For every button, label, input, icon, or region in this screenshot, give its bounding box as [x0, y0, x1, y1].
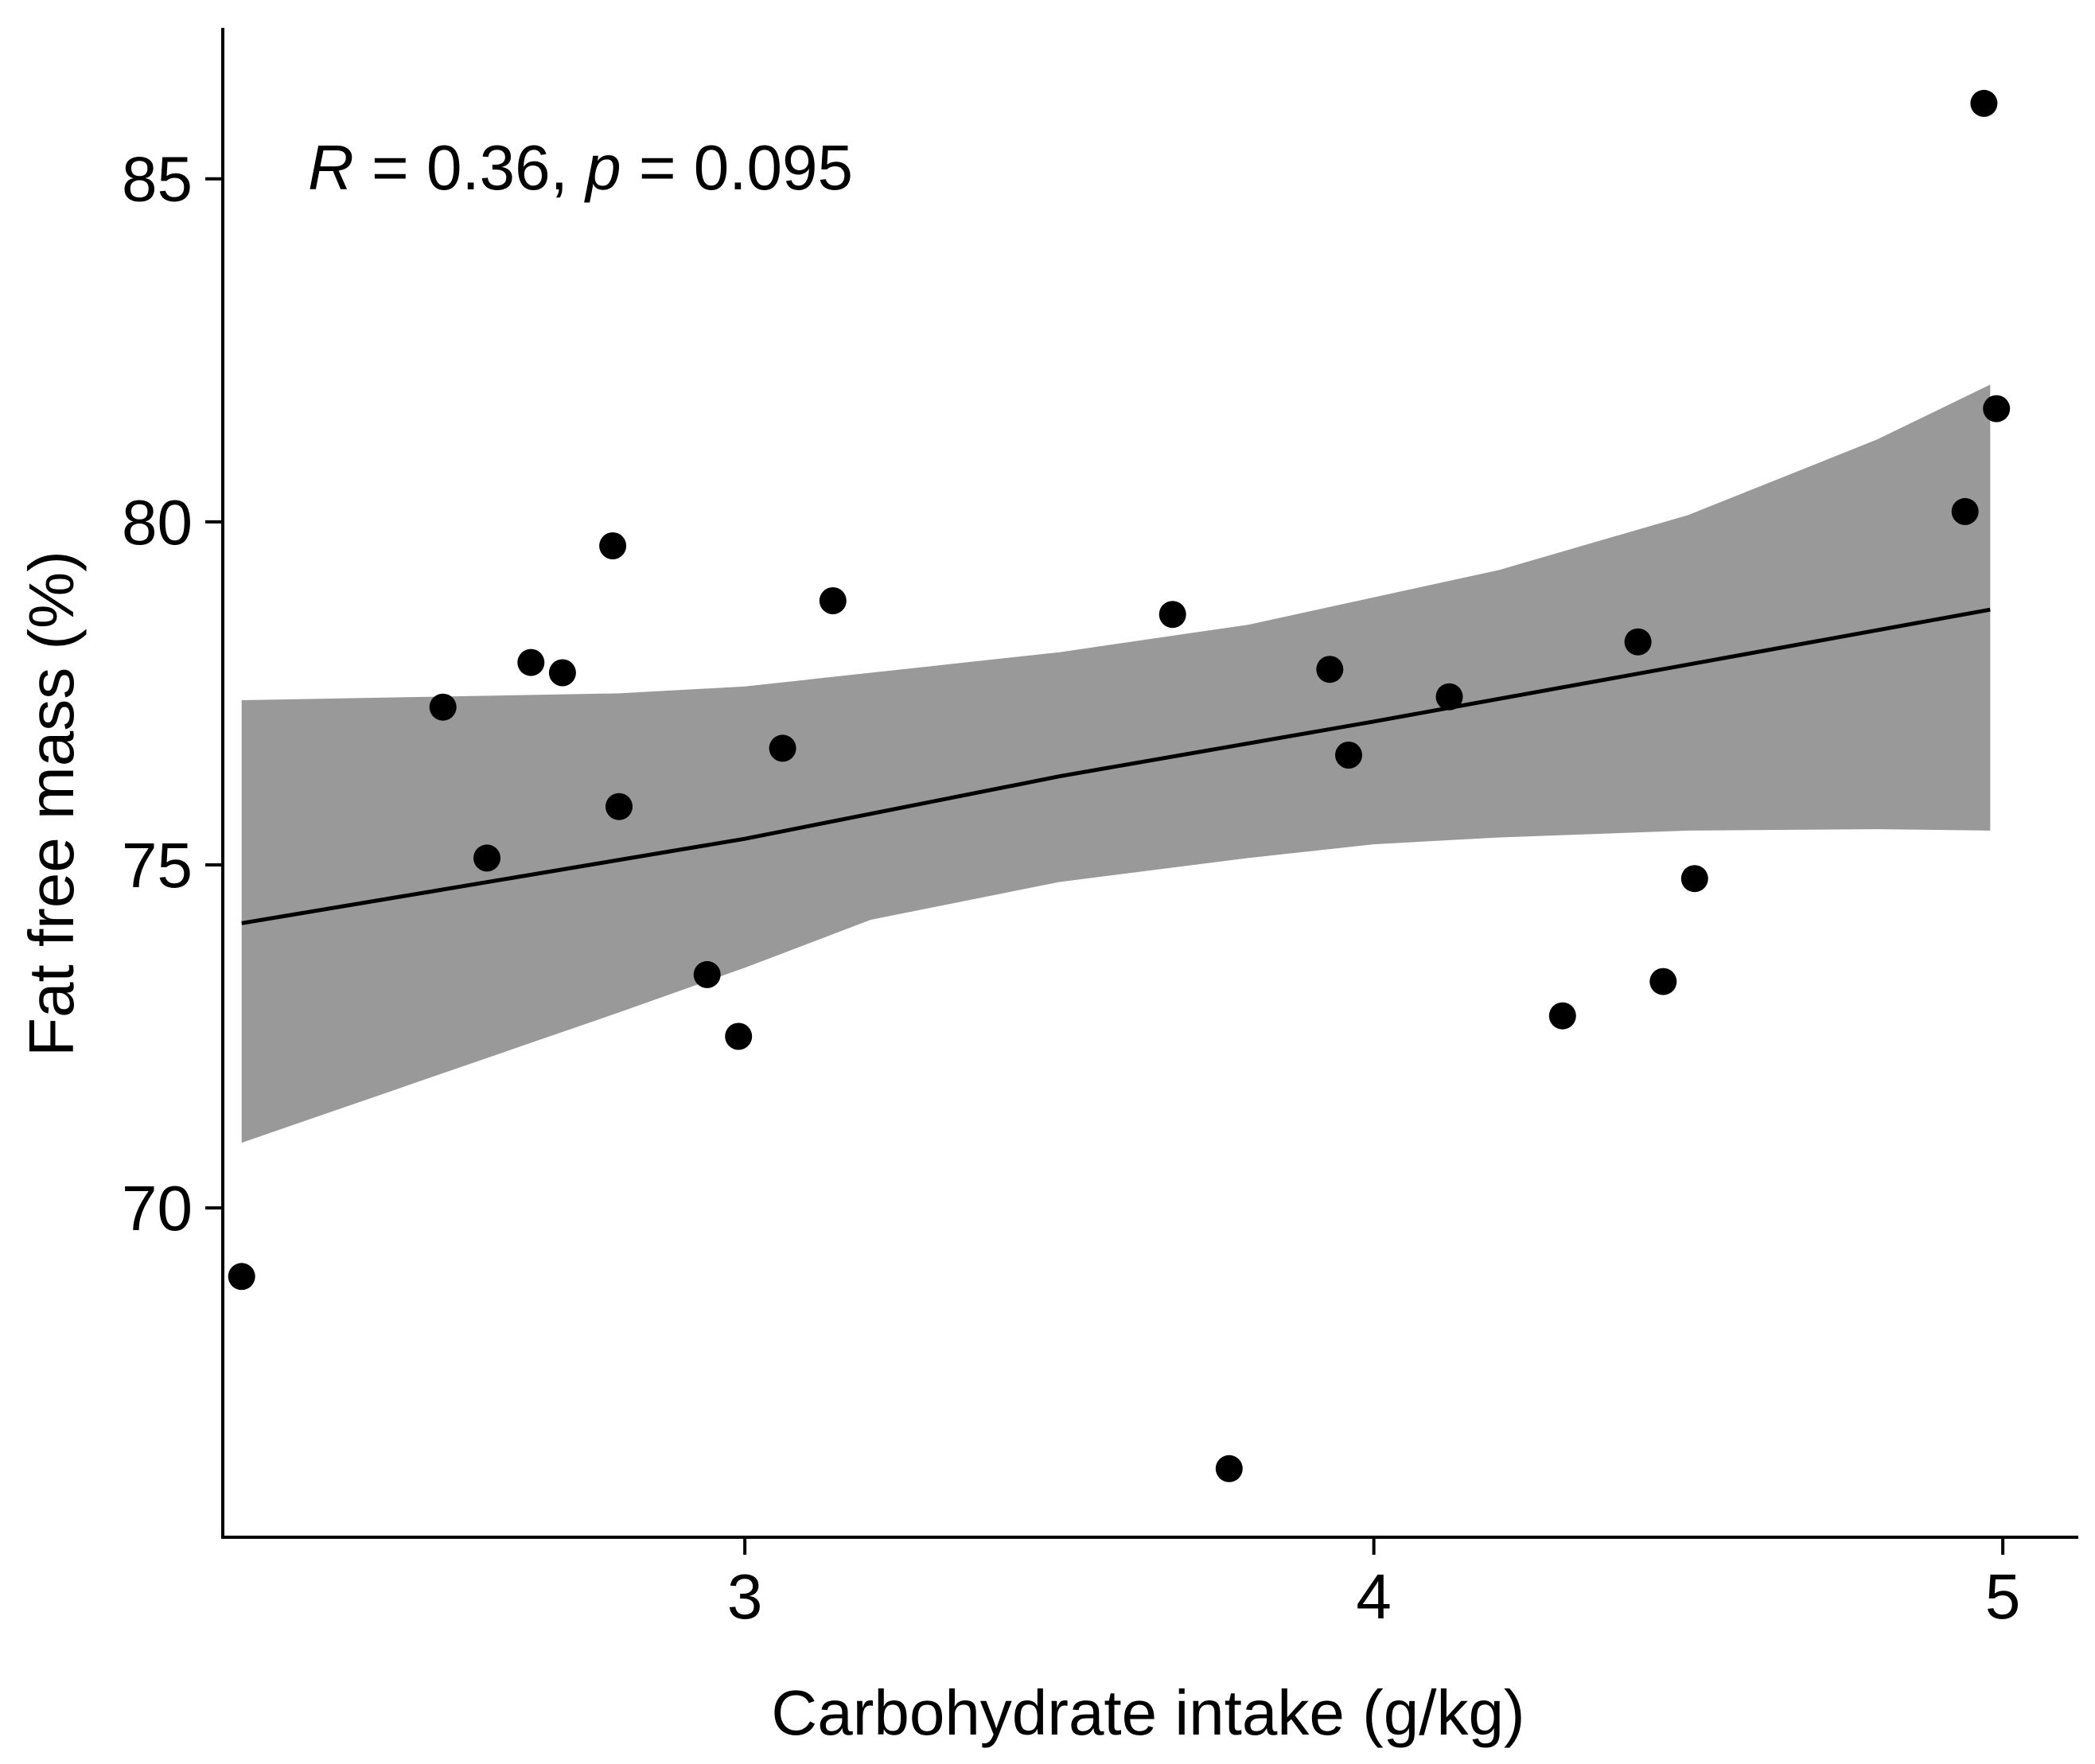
data-point	[1680, 865, 1708, 893]
data-point	[1649, 968, 1677, 995]
annotation-text: R = 0.36, p = 0.095	[308, 132, 853, 203]
y-tick-label: 80	[122, 487, 193, 558]
data-point	[725, 1022, 753, 1050]
data-point	[1158, 601, 1186, 629]
y-tick-label: 70	[122, 1173, 193, 1244]
data-point	[1970, 89, 1998, 117]
x-axis-title: Carbohydrate intake (g/kg)	[771, 1677, 1525, 1748]
data-point	[429, 693, 457, 721]
data-point	[473, 844, 500, 872]
annotation-r-value: = 0.36,	[354, 132, 586, 203]
trend-line-layer	[241, 607, 1991, 925]
data-point	[228, 1263, 255, 1291]
data-point	[693, 960, 721, 988]
x-tick-label: 3	[727, 1561, 763, 1632]
confidence-band	[241, 384, 1991, 1143]
confidence-band-layer	[241, 384, 1991, 1143]
ticks-layer: 3 4 5 70 75 80 85	[122, 144, 2020, 1632]
data-point	[1624, 628, 1652, 656]
y-axis-title: Fat free mass (%)	[16, 551, 87, 1057]
data-point	[819, 587, 847, 614]
axes-layer	[221, 28, 2078, 1539]
data-point	[1316, 656, 1344, 683]
data-points-layer	[228, 89, 2011, 1482]
y-tick-label: 85	[122, 144, 193, 215]
x-tick-label: 4	[1356, 1561, 1392, 1632]
x-tick-label: 5	[1985, 1561, 2021, 1632]
data-point	[599, 532, 627, 559]
data-point	[517, 648, 545, 676]
data-point	[1983, 395, 2011, 423]
annotation-r-symbol: R	[308, 132, 354, 203]
data-point	[769, 734, 796, 762]
data-point	[1435, 683, 1463, 711]
data-point	[1951, 497, 1979, 525]
data-point	[1548, 1002, 1576, 1030]
y-tick-label: 75	[122, 830, 193, 901]
data-point	[1335, 742, 1362, 769]
data-point	[606, 792, 633, 820]
data-point	[548, 659, 576, 687]
annotation-p-symbol: p	[584, 132, 621, 203]
regression-line	[241, 607, 1991, 925]
data-point	[1215, 1454, 1243, 1482]
annotation-p-value: = 0.095	[621, 132, 853, 203]
